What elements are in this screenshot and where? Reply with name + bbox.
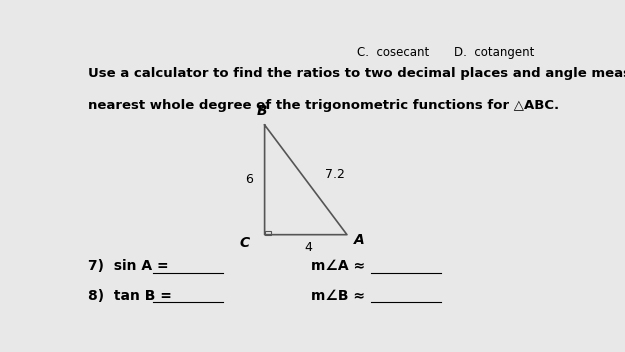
- Text: C.  cosecant: C. cosecant: [357, 46, 429, 59]
- Bar: [264, 231, 271, 235]
- Text: 7.2: 7.2: [325, 168, 345, 181]
- Text: 8)  tan B =: 8) tan B =: [88, 289, 172, 303]
- Text: A: A: [354, 233, 365, 247]
- Text: m∠A ≈: m∠A ≈: [311, 259, 365, 273]
- Text: C: C: [240, 236, 250, 250]
- Text: 7)  sin A =: 7) sin A =: [88, 259, 169, 273]
- Text: 4: 4: [304, 241, 312, 254]
- Text: m∠B ≈: m∠B ≈: [311, 289, 364, 303]
- Text: Use a calculator to find the ratios to two decimal places and angle measures to : Use a calculator to find the ratios to t…: [88, 67, 625, 80]
- Text: D.  cotangent: D. cotangent: [454, 46, 534, 59]
- Text: B: B: [257, 104, 268, 118]
- Text: nearest whole degree of the trigonometric functions for △ABC.: nearest whole degree of the trigonometri…: [88, 99, 559, 112]
- Text: 6: 6: [244, 173, 252, 186]
